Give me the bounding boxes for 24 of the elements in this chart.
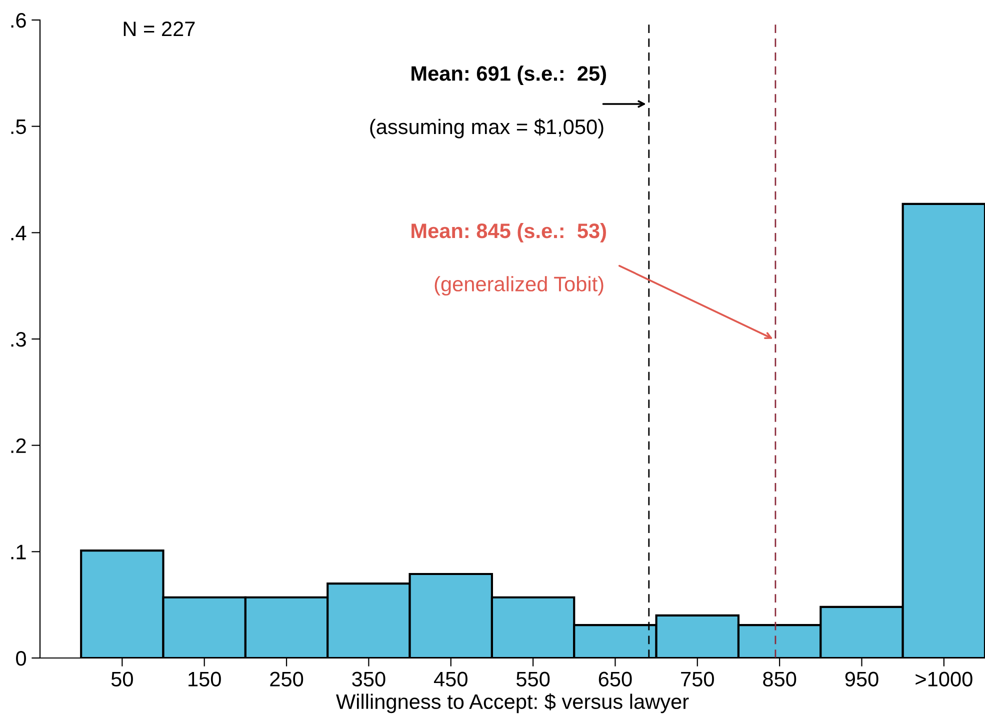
x-axis-title: Willingness to Accept: $ versus lawyer — [336, 693, 689, 714]
y-tick-label: .3 — [11, 332, 26, 347]
x-tick-label: 450 — [434, 672, 468, 686]
x-tick-label: 350 — [352, 672, 386, 686]
x-tick-label: 550 — [516, 672, 550, 686]
annotation: (assuming max = $1,050) — [370, 118, 604, 138]
y-tick-label: 0 — [16, 651, 26, 666]
annotation: Mean: 691 (s.e.: 25) — [412, 66, 606, 86]
annotation: (generalized Tobit) — [434, 276, 604, 296]
x-tick-label: 850 — [763, 672, 796, 686]
x-tick-label: 150 — [188, 672, 221, 686]
x-tick-label: 250 — [270, 672, 304, 686]
annotation: N = 227 — [124, 21, 195, 36]
y-tick-label: .1 — [11, 544, 26, 560]
y-tick-label: .4 — [11, 226, 26, 240]
annotation: Mean: 845 (s.e.: 53) — [412, 222, 606, 242]
x-tick-label: >1000 — [916, 672, 972, 686]
y-tick-label: .2 — [11, 438, 26, 453]
x-tick-label: 750 — [681, 672, 714, 686]
x-tick-label: 650 — [598, 672, 632, 686]
x-tick-label: 950 — [845, 672, 878, 686]
y-tick-label: .5 — [11, 120, 26, 134]
x-tick-label: 50 — [111, 672, 133, 686]
y-tick-label: .6 — [11, 13, 26, 28]
